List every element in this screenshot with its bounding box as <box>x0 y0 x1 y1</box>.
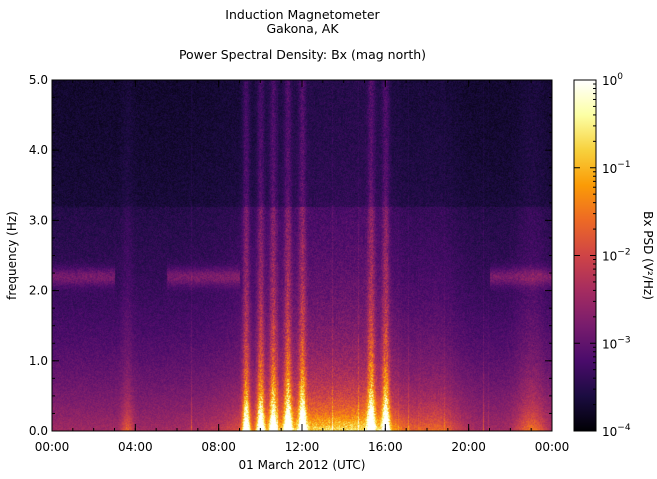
colorbar-tick-label: 10−2 <box>602 248 631 264</box>
x-tick-label: 16:00 <box>368 440 403 454</box>
x-axis-label: 01 March 2012 (UTC) <box>239 458 366 472</box>
colorbar-tick-label: 10−1 <box>602 160 631 176</box>
y-axis-label: frequency (Hz) <box>5 211 19 300</box>
chart-title-line1: Induction Magnetometer <box>225 7 380 22</box>
x-tick-label: 04:00 <box>118 440 153 454</box>
x-tick-label: 20:00 <box>451 440 486 454</box>
colorbar-tick-label: 10−3 <box>602 335 631 351</box>
chart-subtitle: Power Spectral Density: Bx (mag north) <box>178 47 427 62</box>
y-tick-label: 4.0 <box>29 143 48 157</box>
chart-title-line2: Gakona, AK <box>266 21 339 36</box>
axes: 0.0 1.0 2.0 3.0 4.0 5.0 frequency (Hz) 00:00 04:… <box>5 73 569 472</box>
y-tick-label: 0.0 <box>29 424 48 438</box>
x-tick-label: 12:00 <box>285 440 320 454</box>
colorbar-label: Bx PSD (V²/Hz) <box>641 211 655 300</box>
colorbar-tick-label: 10−4 <box>602 423 631 439</box>
y-tick-label: 5.0 <box>29 73 48 87</box>
x-tick-label: 08:00 <box>201 440 236 454</box>
x-tick-label: 00:00 <box>535 440 570 454</box>
plot-area <box>52 80 552 431</box>
x-tick-label: 00:00 <box>35 440 70 454</box>
y-tick-label: 3.0 <box>29 213 48 227</box>
y-tick-label: 2.0 <box>29 284 48 298</box>
y-tick-label: 1.0 <box>29 354 48 368</box>
colorbar-tick-label: 100 <box>602 72 623 88</box>
colorbar: 100 10−1 10−2 10−3 10−4 Bx PSD (V²/Hz) <box>573 72 655 439</box>
spectrogram-image <box>52 80 552 431</box>
